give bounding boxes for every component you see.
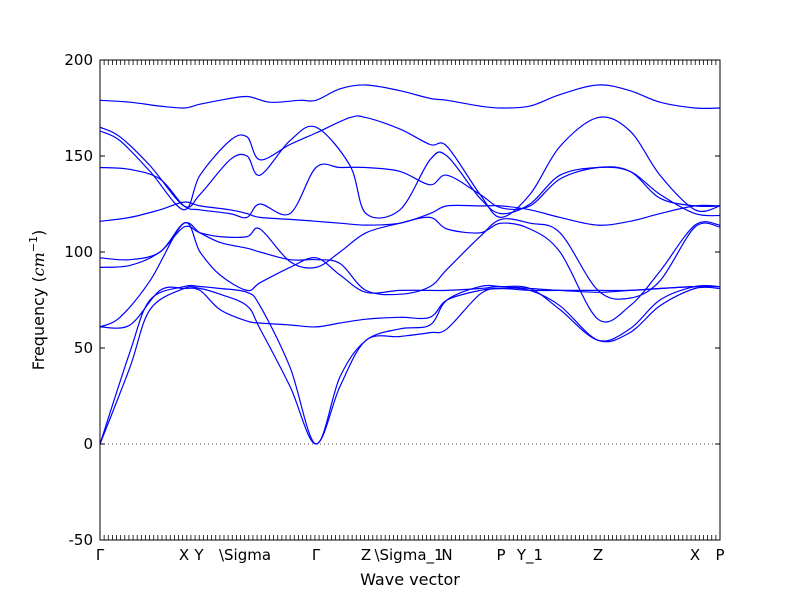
y-axis-label-text: Frequency — [29, 288, 48, 371]
y-tick-label: 150 — [64, 147, 93, 165]
x-axis-label: Wave vector — [360, 570, 460, 589]
x-axis-ticks: Γ X Y \Sigma Γ Z \Sigma_1N P Y_1 Z X P — [96, 60, 725, 565]
x-tick-label: Z — [361, 546, 371, 564]
x-tick-label: Γ — [96, 546, 105, 564]
plot-background — [100, 60, 720, 540]
branch-line-11 — [99, 285, 721, 329]
branch-line-8 — [99, 222, 721, 328]
y-tick-label: 100 — [64, 243, 93, 261]
y-axis-label-open-paren: ( — [29, 276, 48, 287]
y-axis-label-close-paren: ) — [29, 230, 48, 236]
plot-frame — [99, 59, 721, 541]
x-tick-label: Y_1 — [516, 546, 543, 565]
branch-line-2 — [99, 115, 721, 219]
branches-layer — [99, 84, 721, 445]
y-axis-label: Frequency (cm−1) — [27, 230, 48, 371]
x-tick-label: \Sigma_1 — [374, 546, 443, 565]
x-tick-label: X — [690, 546, 700, 564]
y-tick-label: 200 — [64, 51, 93, 69]
x-tick-label: P — [715, 546, 724, 564]
branch-line-5 — [99, 201, 721, 226]
y-axis-unit-exponent: −1 — [27, 236, 40, 252]
x-tick-label: N — [441, 546, 452, 564]
branch-line-10 — [99, 286, 721, 445]
x-tick-label: Z — [593, 546, 603, 564]
x-tick-label: \Sigma — [219, 546, 271, 564]
y-axis-unit: cm — [29, 252, 48, 276]
branch-line-7 — [99, 216, 721, 323]
y-tick-label: 50 — [74, 339, 93, 357]
x-tick-label: P — [496, 546, 505, 564]
x-tick-label: X — [179, 546, 189, 564]
x-tick-label: Y — [193, 546, 204, 564]
branch-line-4 — [99, 163, 721, 219]
y-tick-label: -50 — [69, 531, 94, 549]
branch-line-1 — [99, 84, 721, 110]
x-tick-label: Γ — [312, 546, 321, 564]
y-tick-label: 0 — [83, 435, 93, 453]
